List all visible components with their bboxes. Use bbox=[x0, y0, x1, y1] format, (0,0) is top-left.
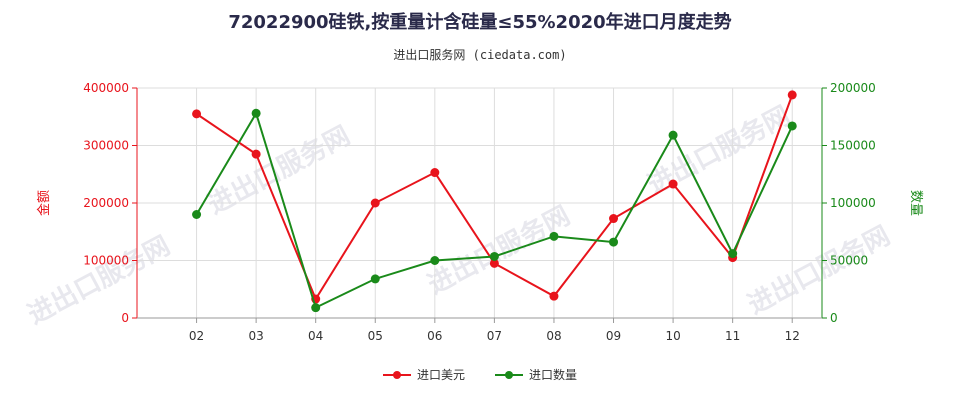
series-point-1 bbox=[370, 274, 380, 284]
x-tick-label: 09 bbox=[606, 329, 621, 343]
x-tick-label: 10 bbox=[665, 329, 680, 343]
series-point-1 bbox=[430, 256, 440, 265]
x-tick-label: 02 bbox=[189, 329, 204, 343]
series-point-0 bbox=[251, 149, 261, 159]
series-point-1 bbox=[251, 108, 261, 118]
series-point-1 bbox=[549, 231, 559, 241]
series-point-1 bbox=[489, 251, 499, 261]
x-tick-label: 08 bbox=[546, 329, 561, 343]
x-tick-label: 05 bbox=[368, 329, 383, 343]
left-axis-title: 金额 bbox=[36, 190, 52, 216]
x-tick-label: 04 bbox=[308, 329, 323, 343]
legend-swatch-green bbox=[495, 370, 523, 380]
series-point-0 bbox=[609, 214, 619, 224]
series-point-1 bbox=[311, 303, 321, 313]
right-tick-label: 150000 bbox=[830, 139, 876, 153]
right-tick-label: 100000 bbox=[830, 196, 876, 210]
series-point-0 bbox=[549, 291, 559, 301]
series-point-0 bbox=[668, 179, 678, 189]
x-tick-label: 12 bbox=[785, 329, 800, 343]
series-point-0 bbox=[370, 198, 380, 208]
right-tick-label: 200000 bbox=[830, 81, 876, 95]
legend-swatch-red bbox=[382, 370, 411, 380]
chart-subtitle: 进出口服务网 (ciedata.com) bbox=[393, 48, 567, 62]
legend-label: 进口数量 bbox=[529, 368, 578, 382]
left-tick-label: 200000 bbox=[83, 196, 129, 210]
x-tick-label: 06 bbox=[427, 329, 442, 343]
x-tick-label: 07 bbox=[487, 329, 502, 343]
series-point-0 bbox=[489, 258, 499, 268]
right-axis-title: 数量 bbox=[908, 190, 923, 216]
legend-item-import-qty[interactable]: 进口数量 bbox=[495, 366, 577, 383]
right-tick-label: 50000 bbox=[830, 254, 868, 268]
series-point-1 bbox=[787, 121, 797, 131]
series-point-1 bbox=[668, 130, 678, 140]
x-tick-label: 03 bbox=[248, 329, 263, 343]
legend-label: 进口美元 bbox=[416, 368, 465, 382]
left-tick-label: 300000 bbox=[83, 139, 129, 153]
chart-title: 72022900硅铁,按重量计含硅量≤55%2020年进口月度走势 bbox=[228, 12, 732, 33]
series-point-1 bbox=[192, 210, 202, 219]
x-tick-label: 11 bbox=[725, 329, 740, 343]
series-point-1 bbox=[728, 249, 738, 259]
series-point-0 bbox=[787, 90, 797, 100]
series-point-0 bbox=[192, 109, 202, 119]
left-tick-label: 0 bbox=[121, 311, 129, 325]
left-tick-label: 100000 bbox=[83, 254, 129, 268]
series-point-0 bbox=[430, 168, 440, 178]
series-point-1 bbox=[609, 237, 619, 247]
right-tick-label: 0 bbox=[830, 311, 838, 325]
legend-item-import-usd[interactable]: 进口美元 bbox=[382, 366, 465, 383]
left-tick-label: 400000 bbox=[83, 81, 129, 95]
chart-legend: 进口美元 进口数量 bbox=[0, 366, 960, 383]
